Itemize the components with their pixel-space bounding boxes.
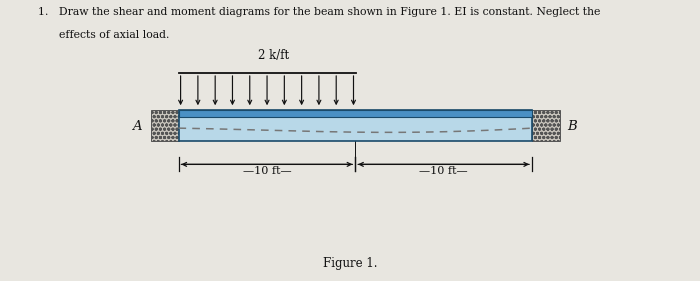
Text: —10 ft—: —10 ft—: [419, 166, 468, 176]
Bar: [178, 110, 532, 117]
Text: B: B: [567, 120, 577, 133]
Text: A: A: [132, 120, 142, 133]
Text: 1.   Draw the shear and moment diagrams for the beam shown in Figure 1. EI is co: 1. Draw the shear and moment diagrams fo…: [38, 7, 601, 17]
Bar: [532, 110, 560, 140]
Bar: [178, 110, 532, 140]
Text: —10 ft—: —10 ft—: [243, 166, 291, 176]
Text: effects of axial load.: effects of axial load.: [38, 30, 170, 40]
Text: 2 k/ft: 2 k/ft: [258, 49, 290, 62]
Bar: [150, 110, 178, 140]
Text: Figure 1.: Figure 1.: [323, 257, 377, 270]
